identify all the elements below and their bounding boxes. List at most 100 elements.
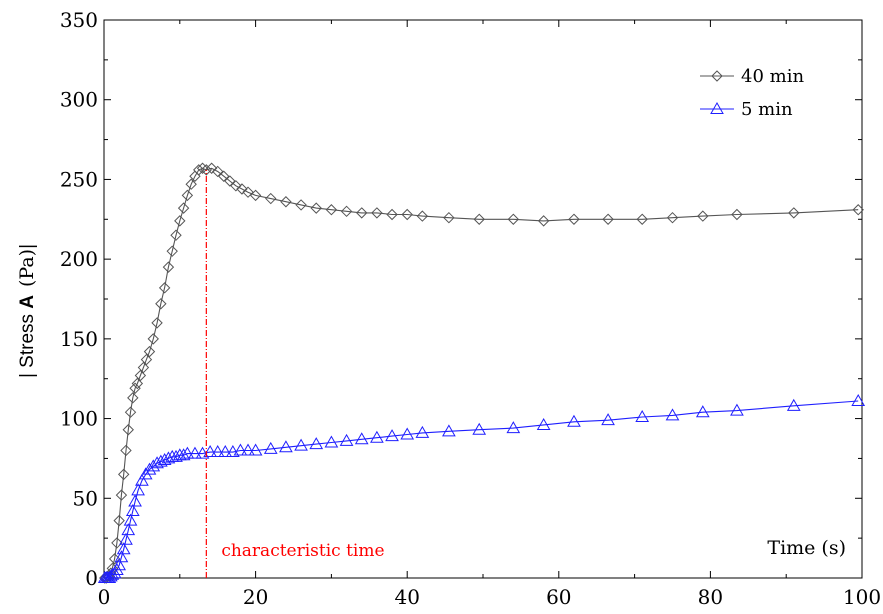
data-point-series-1 — [161, 451, 176, 464]
legend-marker-0 — [711, 70, 723, 82]
data-point-series-0 — [124, 406, 137, 418]
data-point-series-1 — [203, 445, 217, 458]
data-point-series-0 — [295, 199, 307, 211]
data-point-series-1 — [119, 532, 133, 545]
data-point-series-0 — [177, 202, 190, 214]
y-tick-label: 200 — [60, 247, 98, 271]
plot-axes: 0 20 40 60 80 100 0 50 100 150 200 250 300 350 — [60, 8, 881, 609]
data-point-series-1 — [248, 443, 263, 456]
data-point-series-1 — [263, 441, 278, 454]
y-axis-title: | Stress A(Pa)| — [16, 244, 38, 378]
data-point-series-0 — [193, 164, 205, 176]
data-point-series-1 — [400, 427, 415, 440]
data-point-series-1 — [125, 504, 140, 517]
data-point-series-0 — [236, 183, 248, 195]
data-point-series-1 — [176, 448, 191, 461]
data-point-series-0 — [118, 468, 130, 481]
data-point-series-0 — [310, 202, 322, 214]
data-point-series-1 — [112, 558, 127, 571]
data-point-series-0 — [443, 211, 455, 224]
data-point-series-0 — [697, 210, 709, 222]
data-point-series-1 — [135, 473, 149, 486]
data-point-series-1 — [730, 403, 744, 416]
y-tick-label: 50 — [73, 486, 98, 510]
data-point-series-0 — [568, 213, 580, 225]
data-point-series-1 — [218, 445, 233, 458]
data-point-series-0 — [111, 537, 123, 549]
data-point-series-0 — [134, 369, 147, 382]
data-point-series-0 — [636, 213, 648, 225]
data-point-series-0 — [242, 186, 254, 198]
x-tick-label: 80 — [698, 585, 723, 609]
data-point-series-0 — [731, 208, 743, 221]
y-tick-label: 300 — [60, 88, 98, 112]
data-point-series-0 — [166, 245, 178, 257]
data-point-series-0 — [122, 424, 134, 436]
data-point-series-1 — [114, 550, 129, 563]
legend-label-1: 5 min — [741, 99, 793, 120]
data-point-series-1 — [370, 430, 384, 443]
data-point-series-0 — [356, 207, 368, 219]
data-point-series-1 — [142, 462, 157, 475]
y-tick-label: 100 — [60, 407, 98, 431]
data-point-series-0 — [137, 361, 150, 374]
data-point-series-1 — [169, 449, 183, 462]
annotations: characteristic time — [205, 169, 385, 578]
data-point-series-1 — [635, 409, 650, 422]
data-point-series-0 — [224, 175, 236, 187]
data-point-series-0 — [162, 261, 175, 273]
data-point-series-0 — [115, 489, 128, 501]
data-point-series-1 — [536, 417, 551, 430]
data-point-series-0 — [401, 208, 413, 221]
data-point-series-0 — [131, 377, 144, 390]
data-point-series-0 — [666, 211, 679, 224]
legend: 40 min 5 min — [700, 66, 804, 120]
data-point-series-0 — [129, 382, 141, 394]
x-tick-label: 40 — [394, 585, 419, 609]
data-point-series-1 — [601, 413, 615, 426]
data-point-series-1 — [116, 542, 131, 555]
data-point-series-0 — [181, 189, 194, 202]
data-point-series-1 — [665, 408, 680, 421]
data-point-series-0 — [416, 210, 429, 222]
series-curves — [104, 167, 859, 579]
data-point-series-1 — [188, 446, 202, 459]
x-tick-label: 100 — [843, 585, 881, 609]
data-point-series-0 — [120, 444, 132, 457]
y-tick-label: 250 — [60, 167, 98, 191]
data-point-series-0 — [249, 189, 262, 202]
data-point-series-0 — [211, 165, 224, 178]
data-point-series-0 — [325, 204, 338, 216]
data-point-series-0 — [185, 178, 197, 190]
data-point-series-0 — [140, 353, 153, 366]
data-point-series-0 — [127, 392, 139, 404]
data-point-series-1 — [851, 394, 866, 407]
legend-label-0: 40 min — [741, 66, 804, 87]
data-point-series-0 — [788, 207, 800, 219]
data-point-series-1 — [225, 445, 240, 458]
data-point-series-1 — [309, 437, 324, 450]
data-point-series-1 — [121, 523, 136, 536]
data-point-series-0 — [155, 298, 167, 310]
data-point-series-0 — [174, 215, 186, 227]
data-point-series-1 — [131, 483, 145, 496]
series-markers — [97, 162, 866, 584]
data-point-series-0 — [507, 213, 520, 225]
data-point-series-0 — [147, 333, 159, 345]
data-point-series-1 — [339, 433, 354, 446]
data-point-series-0 — [158, 282, 171, 294]
legend-marker-1 — [710, 101, 724, 114]
data-point-series-1 — [210, 445, 225, 458]
x-tick-label: 20 — [243, 585, 268, 609]
data-point-series-0 — [200, 164, 213, 176]
x-tick-label: 60 — [546, 585, 571, 609]
data-point-series-0 — [196, 162, 209, 174]
characteristic-time-label: characteristic time — [221, 541, 384, 561]
data-point-series-1 — [279, 440, 293, 453]
data-point-series-0 — [205, 162, 218, 174]
data-point-series-0 — [473, 213, 485, 225]
data-point-series-0 — [143, 345, 156, 358]
data-point-series-0 — [371, 207, 383, 219]
series-line-0 — [104, 167, 859, 579]
data-point-series-0 — [280, 196, 292, 208]
